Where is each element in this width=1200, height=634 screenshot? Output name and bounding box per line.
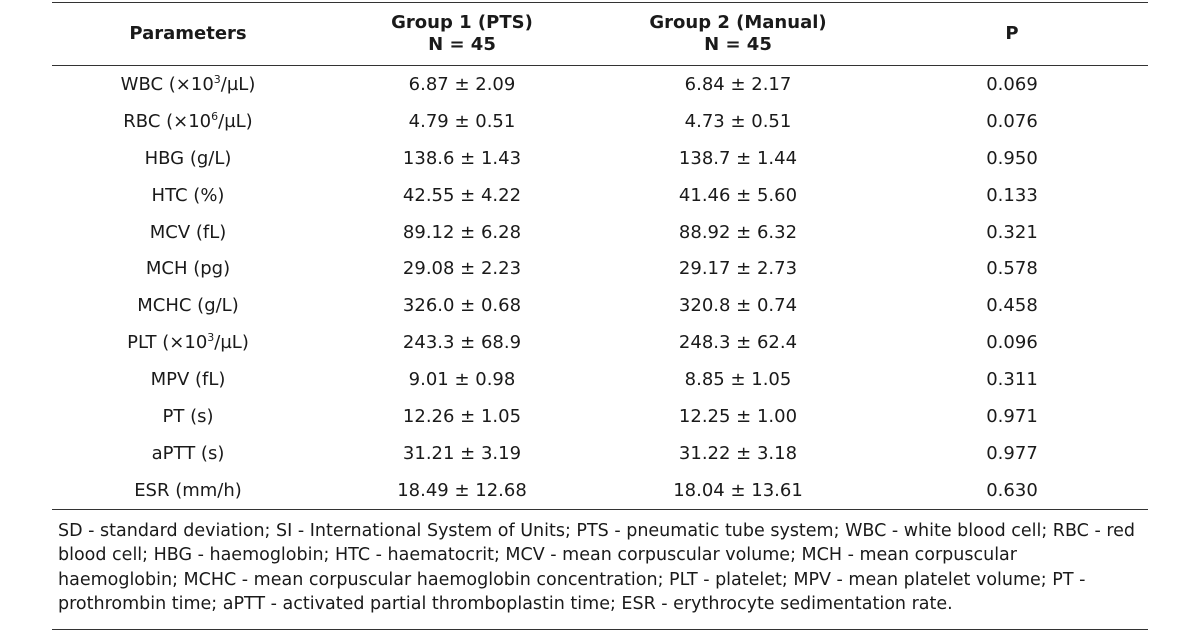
group-2-value: 88.92 ± 6.32 <box>678 221 798 243</box>
group-1-value: 12.26 ± 1.05 <box>402 405 522 427</box>
group-2-value: 29.17 ± 2.73 <box>678 258 798 280</box>
p-value: 0.311 <box>986 369 1038 391</box>
group-2-value: 41.46 ± 5.60 <box>678 184 798 206</box>
group-1-value: 89.12 ± 6.28 <box>402 221 522 243</box>
parameter-name: ESR (mm/h) <box>134 479 242 501</box>
table-row: PLT (×103/µL) 243.3 ± 68.9 248.3 ± 62.4 0.0… <box>52 324 1148 361</box>
group-1-value: 29.08 ± 2.23 <box>402 258 522 280</box>
group-2-value: 18.04 ± 13.61 <box>600 471 876 510</box>
parameter-exponent: 3 <box>213 72 221 86</box>
group-1-value: 4.79 ± 0.51 <box>408 110 516 132</box>
group-2-value: 12.25 ± 1.00 <box>678 405 798 427</box>
group-1-value: 243.3 ± 68.9 <box>402 332 522 354</box>
header-group-1: Group 1 (PTS) N = 45 <box>324 3 600 66</box>
group-1-value: 31.21 ± 3.19 <box>402 442 522 464</box>
header-p-value-line: P <box>1005 23 1019 44</box>
table-row: MPV (fL) 9.01 ± 0.98 8.85 ± 1.05 0.311 <box>52 361 1148 398</box>
table-header-row: Parameters Group 1 (PTS) N = 45 Group 2 (Ma… <box>52 2 1148 66</box>
parameter-name: MPV (fL) <box>150 369 226 391</box>
header-group-2: Group 2 (Manual) N = 45 <box>600 3 876 66</box>
header-group-2-line: N = 45 <box>704 34 772 55</box>
group-2-value: 138.7 ± 1.44 <box>678 147 798 169</box>
group-2-value: 320.8 ± 0.74 <box>678 295 798 317</box>
table-row: MCV (fL) 89.12 ± 6.28 88.92 ± 6.32 0.321 <box>52 214 1148 251</box>
p-value: 0.950 <box>986 147 1038 169</box>
parameter-cell: WBC (×103/µL) <box>52 66 324 103</box>
group-2-value: 8.85 ± 1.05 <box>684 369 792 391</box>
header-parameters: Parameters <box>52 3 324 66</box>
p-value: 0.321 <box>986 221 1038 243</box>
group-1-value: 6.87 ± 2.09 <box>408 73 516 95</box>
table-footnote: SD - standard deviation; SI - Internatio… <box>52 510 1148 630</box>
group-1-value: 326.0 ± 0.68 <box>402 295 522 317</box>
p-value: 0.096 <box>986 332 1038 354</box>
table-row: WBC (×103/µL) 6.87 ± 2.09 6.84 ± 2.17 0.069 <box>52 66 1148 103</box>
parameter-cell: aPTT (s) <box>52 435 324 472</box>
parameter-exponent: 3 <box>207 331 215 345</box>
parameter-name: aPTT (s) <box>151 442 225 464</box>
header-group-1-line: N = 45 <box>428 34 496 55</box>
header-p-value: P <box>876 3 1148 66</box>
table-row: MCH (pg) 29.08 ± 2.23 29.17 ± 2.73 0.578 <box>52 250 1148 287</box>
table-row: RBC (×106/µL) 4.79 ± 0.51 4.73 ± 0.51 0.076 <box>52 103 1148 140</box>
results-table: Parameters Group 1 (PTS) N = 45 Group 2 (Ma… <box>52 2 1148 510</box>
parameter-unit: /µL) <box>218 110 253 132</box>
parameter-unit: /µL) <box>214 332 249 354</box>
parameter-cell: PLT (×103/µL) <box>52 324 324 361</box>
header-parameters-line: Parameters <box>129 23 247 44</box>
parameter-name: PLT (×10 <box>127 332 208 354</box>
table-body: WBC (×103/µL) 6.87 ± 2.09 6.84 ± 2.17 0.069… <box>52 66 1148 510</box>
table-row: MCHC (g/L) 326.0 ± 0.68 320.8 ± 0.74 0.458 <box>52 287 1148 324</box>
parameter-cell: MCHC (g/L) <box>52 287 324 324</box>
p-value: 0.578 <box>986 258 1038 280</box>
group-2-value: 6.84 ± 2.17 <box>684 73 792 95</box>
table-row: HBG (g/L) 138.6 ± 1.43 138.7 ± 1.44 0.950 <box>52 140 1148 177</box>
header-group-2-line: Group 2 (Manual) <box>649 12 827 33</box>
table-row: aPTT (s) 31.21 ± 3.19 31.22 ± 3.18 0.977 <box>52 435 1148 472</box>
parameter-name: RBC (×10 <box>123 110 212 132</box>
group-1-value: 138.6 ± 1.43 <box>402 147 522 169</box>
parameter-cell: ESR (mm/h) <box>52 471 324 510</box>
p-value: 0.977 <box>986 442 1038 464</box>
parameter-cell: MCH (pg) <box>52 250 324 287</box>
group-1-value: 42.55 ± 4.22 <box>402 184 522 206</box>
parameter-name: MCV (fL) <box>149 221 227 243</box>
p-value: 0.630 <box>876 471 1148 510</box>
parameter-cell: MCV (fL) <box>52 214 324 251</box>
parameter-name: WBC (×10 <box>120 73 214 95</box>
header-group-1-line: Group 1 (PTS) <box>391 12 533 33</box>
parameter-name: HBG (g/L) <box>144 147 232 169</box>
parameter-cell: HTC (%) <box>52 177 324 214</box>
group-2-value: 31.22 ± 3.18 <box>678 442 798 464</box>
parameter-unit: /µL) <box>220 73 256 95</box>
table-row: ESR (mm/h) 18.49 ± 12.68 18.04 ± 13.61 0.63… <box>52 471 1148 510</box>
parameter-cell: HBG (g/L) <box>52 140 324 177</box>
group-1-value: 18.49 ± 12.68 <box>324 471 600 510</box>
results-table-container: Parameters Group 1 (PTS) N = 45 Group 2 (Ma… <box>52 2 1148 630</box>
table-row: HTC (%) 42.55 ± 4.22 41.46 ± 5.60 0.133 <box>52 177 1148 214</box>
parameter-cell: PT (s) <box>52 398 324 435</box>
parameter-name: PT (s) <box>162 405 214 427</box>
group-1-value: 9.01 ± 0.98 <box>408 369 516 391</box>
group-2-value: 248.3 ± 62.4 <box>678 332 798 354</box>
parameter-name: MCH (pg) <box>145 258 231 280</box>
parameter-name: HTC (%) <box>151 184 225 206</box>
parameter-exponent: 6 <box>211 109 219 123</box>
p-value: 0.971 <box>986 405 1038 427</box>
p-value: 0.458 <box>986 295 1038 317</box>
parameter-cell: MPV (fL) <box>52 361 324 398</box>
p-value: 0.069 <box>986 73 1038 95</box>
parameter-cell: RBC (×106/µL) <box>52 103 324 140</box>
group-2-value: 4.73 ± 0.51 <box>684 110 792 132</box>
p-value: 0.133 <box>986 184 1038 206</box>
p-value: 0.076 <box>986 110 1038 132</box>
table-row: PT (s) 12.26 ± 1.05 12.25 ± 1.00 0.971 <box>52 398 1148 435</box>
parameter-name: MCHC (g/L) <box>137 295 239 317</box>
